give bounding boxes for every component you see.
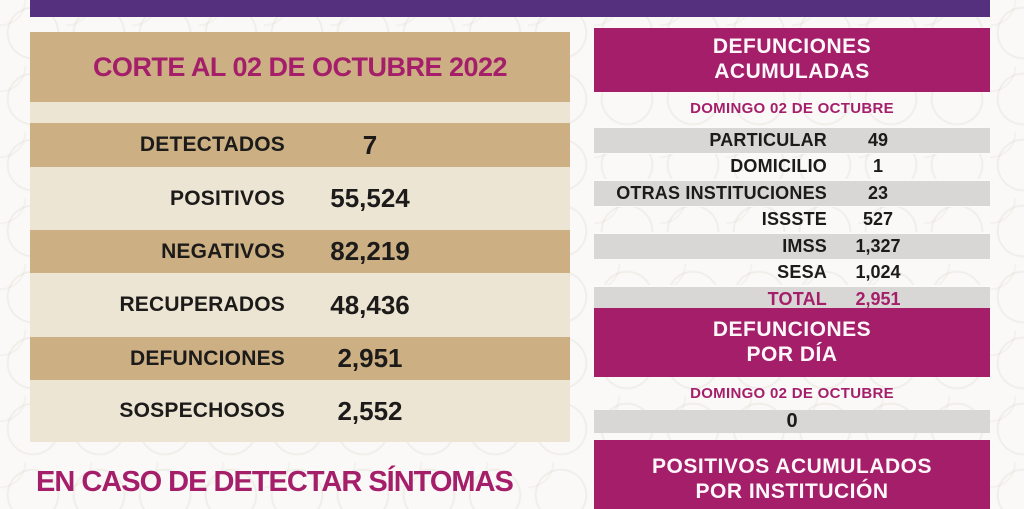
spacer (30, 102, 570, 123)
row-label: NEGATIVOS (161, 239, 285, 263)
table-row: SOSPECHOSOS 2,552 (30, 380, 570, 442)
header-line: DEFUNCIONES (712, 35, 872, 59)
header-line: POR INSTITUCIÓN (695, 480, 889, 503)
summary-title: CORTE AL 02 DE OCTUBRE 2022 (30, 32, 570, 102)
row-value: 49 (867, 130, 889, 150)
top-accent-bar (30, 0, 990, 17)
table-row: NEGATIVOS 82,219 (30, 230, 570, 273)
total-value: 2,951 (855, 289, 901, 309)
row-label: OTRAS INSTITUCIONES (616, 183, 827, 203)
header-line: DEFUNCIONES (712, 317, 872, 341)
header-line: POSITIVOS ACUMULADOS (652, 455, 932, 479)
table-row: OTRAS INSTITUCIONES 23 (594, 179, 990, 207)
report-date: DOMINGO 02 DE OCTUBRE (690, 385, 894, 402)
row-label: RECUPERADOS (119, 293, 285, 316)
row-label: ISSSTE (761, 209, 827, 229)
row-value: 2,552 (337, 395, 403, 426)
row-value: 23 (867, 183, 889, 203)
table-row: ISSSTE 527 (594, 207, 990, 232)
row-value: 1 (872, 156, 883, 176)
table-row: IMSS 1,327 (594, 232, 990, 260)
report-date: DOMINGO 02 DE OCTUBRE (690, 100, 894, 117)
row-value: 2,951 (337, 343, 403, 373)
row-value: 82,219 (330, 236, 410, 266)
row-label: SOSPECHOSOS (119, 399, 285, 422)
row-label: POSITIVOS (170, 186, 285, 210)
summary-table: DETECTADOS 7 POSITIVOS 55,524 NEGATIVOS … (30, 102, 570, 442)
row-label: DEFUNCIONES (129, 346, 285, 370)
total-label: TOTAL (767, 289, 827, 309)
row-label: DETECTADOS (139, 133, 285, 156)
row-value: 7 (362, 129, 378, 160)
row-label: PARTICULAR (709, 130, 827, 150)
summary-panel: CORTE AL 02 DE OCTUBRE 2022 DETECTADOS 7… (30, 32, 570, 442)
row-value: 1,327 (855, 236, 901, 256)
row-label: IMSS (782, 236, 827, 256)
row-value: 527 (862, 209, 894, 229)
deaths-accumulated-header: DEFUNCIONES ACUMULADAS (594, 28, 990, 92)
row-label: DOMICILIO (730, 156, 827, 176)
row-value: 48,436 (330, 289, 410, 320)
deaths-accumulated-table: PARTICULAR 49 DOMICILIO 1 OTRAS INSTITUC… (594, 126, 990, 313)
table-row: SESA 1,024 (594, 260, 990, 285)
table-row: DOMICILIO 1 (594, 154, 990, 179)
header-line: POR DÍA (746, 342, 838, 366)
table-row: PARTICULAR 49 (594, 126, 990, 154)
table-row: POSITIVOS 55,524 (30, 167, 570, 230)
row-label: SESA (777, 262, 827, 282)
symptoms-note: EN CASO DE DETECTAR SÍNTOMAS (36, 466, 514, 498)
row-value: 1,024 (855, 262, 901, 282)
row-value: 55,524 (330, 183, 410, 213)
table-row: DEFUNCIONES 2,951 (30, 337, 570, 380)
positives-by-institution-header: POSITIVOS ACUMULADOS POR INSTITUCIÓN (594, 440, 990, 509)
deaths-per-day-value: 0 (594, 410, 990, 433)
table-row: RECUPERADOS 48,436 (30, 273, 570, 337)
header-line: ACUMULADAS (714, 60, 870, 83)
deaths-per-day-header: DEFUNCIONES POR DÍA (594, 308, 990, 377)
table-row: DETECTADOS 7 (30, 123, 570, 167)
